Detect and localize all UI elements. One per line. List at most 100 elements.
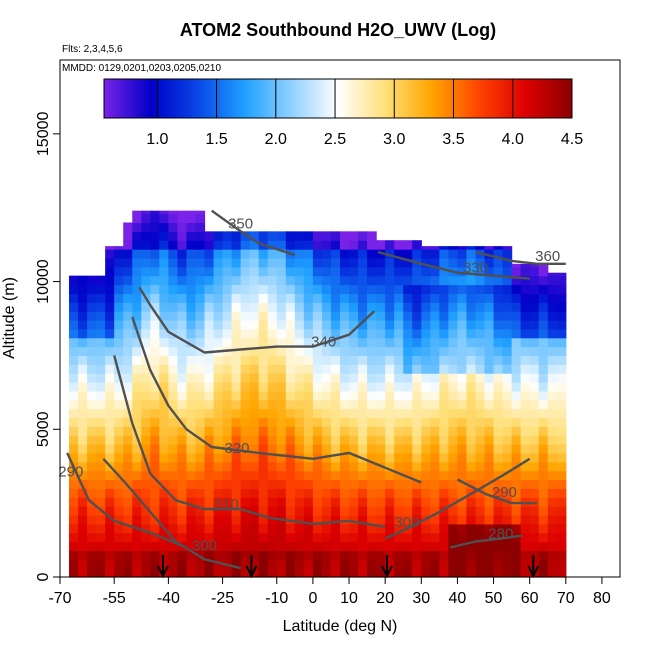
heat-cell (403, 364, 413, 374)
heat-cell (340, 550, 350, 560)
heat-cell (87, 470, 97, 481)
heat-cell (87, 532, 97, 543)
heat-cell (475, 488, 486, 498)
heat-cell (349, 275, 359, 286)
heat-cell (412, 319, 422, 330)
heat-cell (466, 435, 477, 445)
colorbar-swatch (460, 79, 463, 118)
heat-cell (321, 479, 332, 489)
heat-cell (123, 461, 133, 472)
heat-cell (294, 266, 305, 277)
heat-cell (276, 266, 287, 277)
heat-cell (376, 452, 386, 463)
heat-cell (267, 373, 278, 383)
heat-cell (358, 506, 368, 516)
heat-cell (330, 319, 341, 330)
heat-cell (222, 470, 233, 481)
heat-cell (105, 399, 115, 410)
colorbar-swatch (290, 79, 293, 118)
heat-cell (412, 293, 422, 303)
colorbar-swatch (266, 79, 269, 118)
heat-cell (457, 328, 468, 339)
heat-cell (267, 346, 278, 357)
plot-frame (59, 59, 621, 578)
colorbar-swatch (524, 79, 527, 118)
heat-cell (267, 257, 278, 268)
heat-cell (69, 523, 79, 534)
isentrope-line (384, 457, 531, 540)
heat-cell (330, 461, 341, 472)
heat-cell (430, 249, 440, 259)
heat-cell (303, 373, 314, 383)
heat-cell (312, 541, 323, 552)
heat-cell (484, 373, 495, 383)
heat-cell (231, 479, 242, 489)
heat-cell (285, 435, 296, 445)
heat-cell (475, 426, 486, 436)
colorbar-swatch (398, 79, 401, 118)
heat-cell (303, 266, 314, 277)
heat-cell (123, 568, 133, 578)
colorbar-swatch (338, 79, 341, 118)
heat-cell (493, 346, 504, 357)
heat-cell (303, 514, 314, 525)
heat-cell (556, 284, 567, 294)
heat-cell (466, 346, 477, 357)
heat-cell (421, 506, 431, 516)
heat-cell (457, 390, 468, 401)
heat-cell (493, 337, 504, 348)
heat-cell (87, 346, 97, 357)
heat-cell (385, 568, 395, 578)
heat-cell (367, 346, 377, 357)
heat-cell (312, 346, 323, 357)
heat-cell (385, 452, 395, 463)
heat-cell (141, 488, 151, 498)
heat-cell (132, 452, 142, 463)
heat-cell (385, 417, 395, 427)
heat-cell (96, 408, 106, 419)
heat-cell (556, 272, 567, 277)
heat-cell (448, 417, 459, 427)
heat-cell (240, 408, 251, 419)
heat-cell (457, 355, 468, 365)
heat-cell (222, 497, 233, 507)
heat-cell (195, 399, 206, 410)
heat-cell (159, 249, 169, 259)
heat-cell (69, 426, 79, 436)
heat-cell (249, 417, 260, 427)
colorbar-swatch (360, 79, 363, 118)
heat-cell (394, 497, 404, 507)
heat-cell (321, 355, 332, 365)
heat-cell (547, 479, 558, 489)
heat-cell (258, 337, 269, 348)
heat-cell (403, 461, 413, 472)
heat-cell (168, 222, 179, 232)
heat-cell (340, 452, 350, 463)
heat-cell (231, 568, 242, 578)
heat-cell (294, 382, 305, 392)
heat-cell (529, 408, 540, 419)
heat-cell (556, 479, 567, 489)
heat-cell (312, 337, 323, 348)
heat-cell (484, 293, 495, 303)
isentrope-line (66, 452, 187, 549)
heat-cell (457, 452, 468, 463)
heat-cell (222, 532, 233, 543)
heat-cell (213, 337, 224, 348)
heat-cell (358, 514, 368, 525)
isentrope-label: 350 (228, 215, 253, 232)
heat-cell (520, 364, 531, 374)
x-tick-label: 60 (521, 590, 539, 607)
heat-cell (394, 257, 404, 268)
heat-cell (294, 364, 305, 374)
heat-cell (349, 452, 359, 463)
colorbar-swatch (422, 79, 425, 118)
heat-cell (303, 550, 314, 560)
heat-cell (403, 470, 413, 481)
heat-cell (321, 523, 332, 534)
heat-cell (403, 426, 413, 436)
heat-cell (159, 426, 169, 436)
heat-cell (466, 249, 477, 259)
heat-cell (303, 541, 314, 552)
isentrope-label: 320 (224, 440, 249, 457)
